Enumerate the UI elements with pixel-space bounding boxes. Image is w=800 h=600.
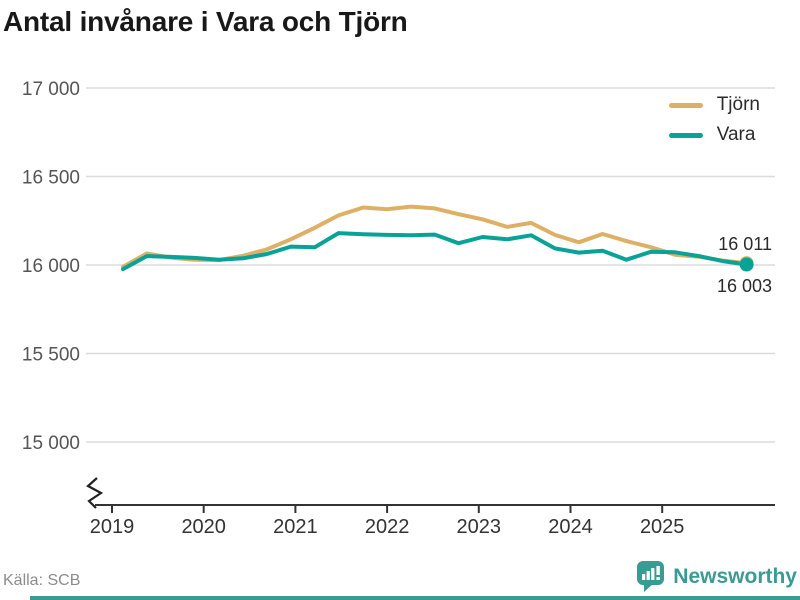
- x-tick-label: 2021: [273, 516, 318, 538]
- source-note: Källa: SCB: [3, 572, 81, 589]
- newsworthy-logo[interactable]: Newsworthy: [636, 560, 797, 594]
- legend-item-vara: Vara: [668, 124, 756, 146]
- tjorn-line-swatch: [668, 102, 703, 108]
- y-tick-label: 16 500: [22, 168, 80, 189]
- y-tick-label: 15 000: [22, 433, 80, 454]
- page-title: Antal invånare i Vara och Tjörn: [3, 6, 408, 37]
- x-tick-label: 2020: [181, 516, 226, 538]
- newsworthy-wordmark: Newsworthy: [673, 565, 797, 588]
- end-value-vara: 16 003: [717, 276, 772, 296]
- legend: Tjörn Vara: [668, 94, 760, 146]
- vara-line-swatch: [668, 132, 703, 138]
- legend-label-vara: Vara: [716, 124, 756, 145]
- y-tick-label: 17 000: [22, 79, 80, 100]
- y-tick-label: 16 000: [22, 256, 80, 277]
- axis-break-icon: [86, 477, 104, 509]
- x-tick-label: 2019: [90, 516, 135, 538]
- newsworthy-bubble-icon: [637, 561, 665, 592]
- x-tick-label: 2024: [548, 516, 593, 538]
- end-value-tjorn: 16 011: [718, 234, 772, 254]
- x-tick-label: 2025: [640, 516, 685, 538]
- legend-item-tjorn: Tjörn: [668, 94, 760, 116]
- y-tick-label: 15 500: [22, 345, 80, 366]
- x-tick-label: 2022: [365, 516, 410, 538]
- x-tick-label: 2023: [457, 516, 502, 538]
- series-line-vara: [121, 231, 749, 272]
- brand-bottom-bar: [30, 596, 800, 600]
- end-dot-vara: [739, 257, 754, 272]
- legend-label-tjorn: Tjörn: [716, 94, 760, 115]
